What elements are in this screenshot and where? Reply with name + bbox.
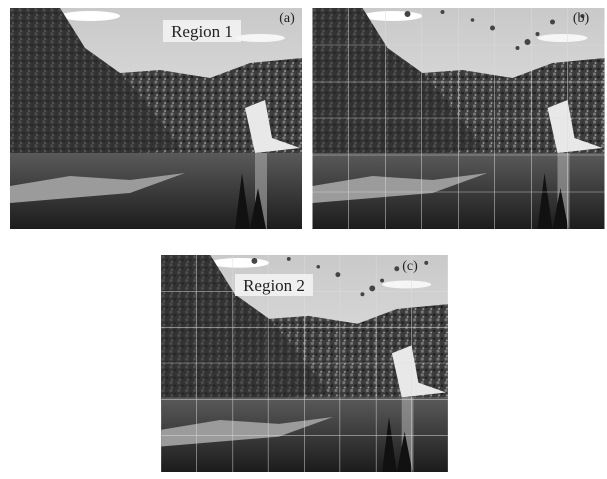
panel-label: (c) — [402, 259, 418, 274]
region-label: Region 2 — [243, 276, 305, 295]
region-label: Region 1 — [171, 22, 233, 41]
panel-b: (b) — [313, 8, 605, 229]
figure: Region 1 (a) (b) Region 2 (c) — [0, 0, 607, 474]
panel-label: (a) — [279, 11, 295, 26]
panel-c: Region 2 (c) — [161, 255, 448, 472]
photo — [10, 8, 302, 229]
panel-label: (b) — [573, 11, 590, 26]
panel-a: Region 1 (a) — [10, 8, 302, 229]
